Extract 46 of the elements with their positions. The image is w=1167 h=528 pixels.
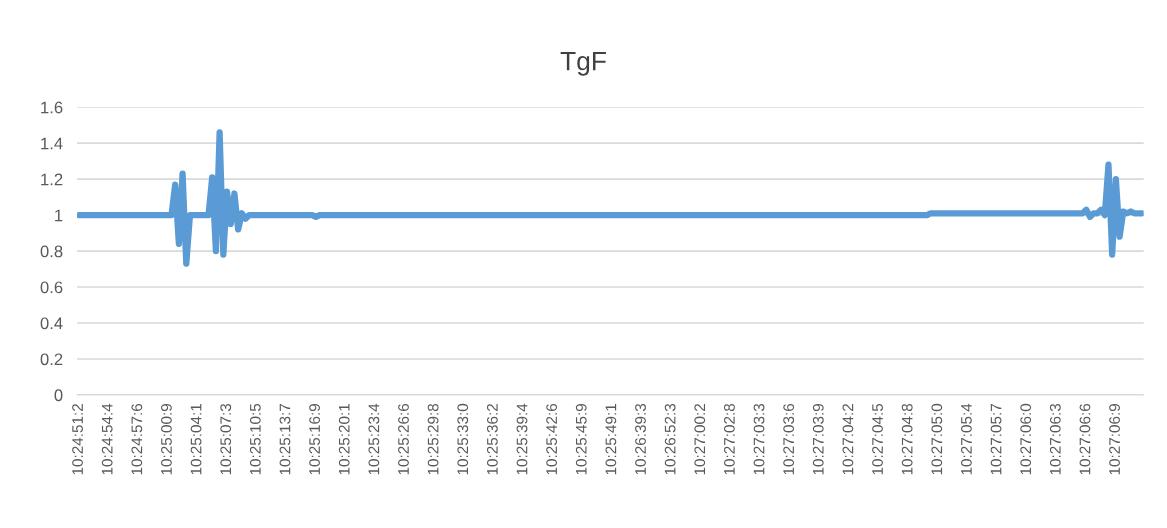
y-tick-label: 1.2 [41,173,63,186]
x-tick-label: 10:27:06:3 [1049,403,1061,475]
x-tick-label: 10:25:26:6 [398,403,409,475]
x-tick-label: 10:25:10:5 [249,403,261,475]
chart-title: TgF [560,52,606,76]
x-tick-label: 10:25:36:2 [486,404,498,475]
y-tick-label: 0.4 [40,317,63,330]
x-tick-label: 10:27:03:3 [753,403,765,475]
x-tick-label: 10:25:16:9 [309,403,321,475]
x-tick-label: 10:25:45:9 [575,403,587,475]
x-tick-label: 10:27:03:9 [812,403,824,475]
y-tick-label: 0 [54,389,63,402]
y-tick-label: 1.4 [41,137,63,150]
x-tick-label: 10:27:05:4 [961,403,972,475]
x-tick-label: 10:25:20:1 [338,404,350,475]
x-tick-label: 10:25:23:4 [368,403,380,475]
x-tick-label: 10:26:39:3 [635,403,646,475]
x-tick-label: 10:27:04:8 [901,403,913,475]
x-tick-label: 10:27:06:9 [1109,403,1120,475]
x-tick-label: 10:24:51:2 [72,404,83,475]
x-tick-label: 10:25:39:4 [516,403,528,475]
x-tick-label: 10:27:05:7 [990,404,1002,475]
x-tick-label: 10:27:02:8 [723,403,735,475]
x-tick-label: 10:25:42:6 [546,403,558,475]
x-tick-label: 10:25:00:9 [161,403,172,475]
x-tick-label: 10:27:06:6 [1079,403,1091,475]
x-tick-label: 10:24:57:6 [131,403,143,475]
y-tick-label: 1 [55,209,63,222]
x-tick-label: 10:24:54:4 [101,403,113,475]
x-tick-label: 10:25:07:3 [220,403,232,475]
x-tick-label: 10:27:05:0 [931,403,943,475]
x-tick-label: 10:25:04:1 [190,404,202,475]
y-tick-label: 0.2 [40,353,63,366]
y-tick-label: 0.8 [40,245,63,258]
x-tick-label: 10:27:03:6 [783,403,795,475]
x-tick-label: 10:27:00:2 [694,404,706,475]
x-tick-label: 10:27:06:0 [1020,403,1032,475]
x-tick-label: 10:27:04:2 [842,404,854,475]
x-tick-label: 10:25:33:0 [457,403,469,475]
y-tick-label: 0.6 [40,281,63,294]
x-tick-label: 10:26:52:3 [664,403,676,475]
x-tick-label: 10:25:13:7 [279,404,291,475]
y-tick-label: 1.6 [41,101,63,114]
x-tick-label: 10:25:29:8 [427,403,439,475]
x-tick-label: 10:27:04:5 [872,403,883,475]
x-tick-label: 10:25:49:1 [605,404,617,475]
